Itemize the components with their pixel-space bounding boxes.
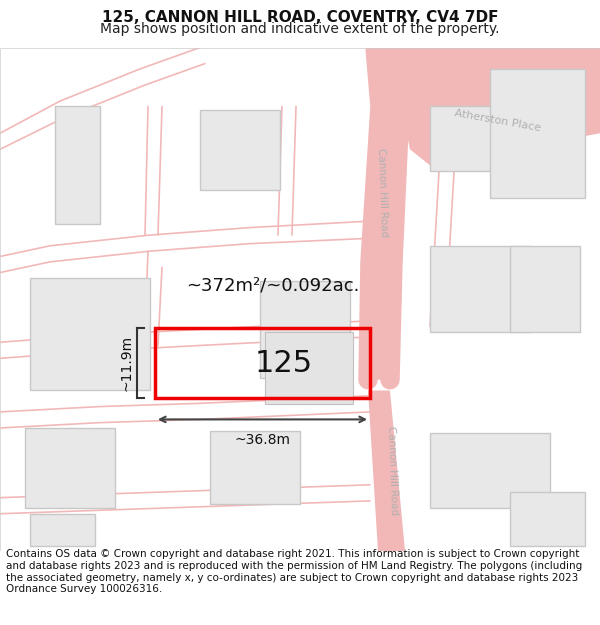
Polygon shape <box>368 48 400 380</box>
Bar <box>55 106 100 224</box>
Text: 125: 125 <box>255 349 313 378</box>
Bar <box>260 281 350 378</box>
Bar <box>200 109 280 190</box>
Text: ~372m²/~0.092ac.: ~372m²/~0.092ac. <box>186 276 359 294</box>
Text: Cannon Hill Road: Cannon Hill Road <box>376 148 389 237</box>
Text: Cannon Hill Road: Cannon Hill Road <box>386 426 400 516</box>
Bar <box>430 433 550 508</box>
Text: 125, CANNON HILL ROAD, COVENTRY, CV4 7DF: 125, CANNON HILL ROAD, COVENTRY, CV4 7DF <box>102 11 498 26</box>
Text: Map shows position and indicative extent of the property.: Map shows position and indicative extent… <box>100 22 500 36</box>
Bar <box>430 246 530 331</box>
Bar <box>30 514 95 546</box>
Polygon shape <box>368 391 405 551</box>
Bar <box>25 428 115 508</box>
Bar <box>265 331 353 404</box>
Bar <box>510 492 585 546</box>
Text: Atherston Place: Atherston Place <box>454 108 542 133</box>
Bar <box>30 278 150 391</box>
Bar <box>430 106 550 171</box>
Bar <box>490 69 585 198</box>
Text: Contains OS data © Crown copyright and database right 2021. This information is : Contains OS data © Crown copyright and d… <box>6 549 582 594</box>
Text: ~36.8m: ~36.8m <box>235 433 290 447</box>
Bar <box>510 246 580 331</box>
Bar <box>155 328 370 398</box>
Polygon shape <box>393 48 600 166</box>
Text: ~11.9m: ~11.9m <box>119 335 133 391</box>
Bar <box>210 431 300 504</box>
